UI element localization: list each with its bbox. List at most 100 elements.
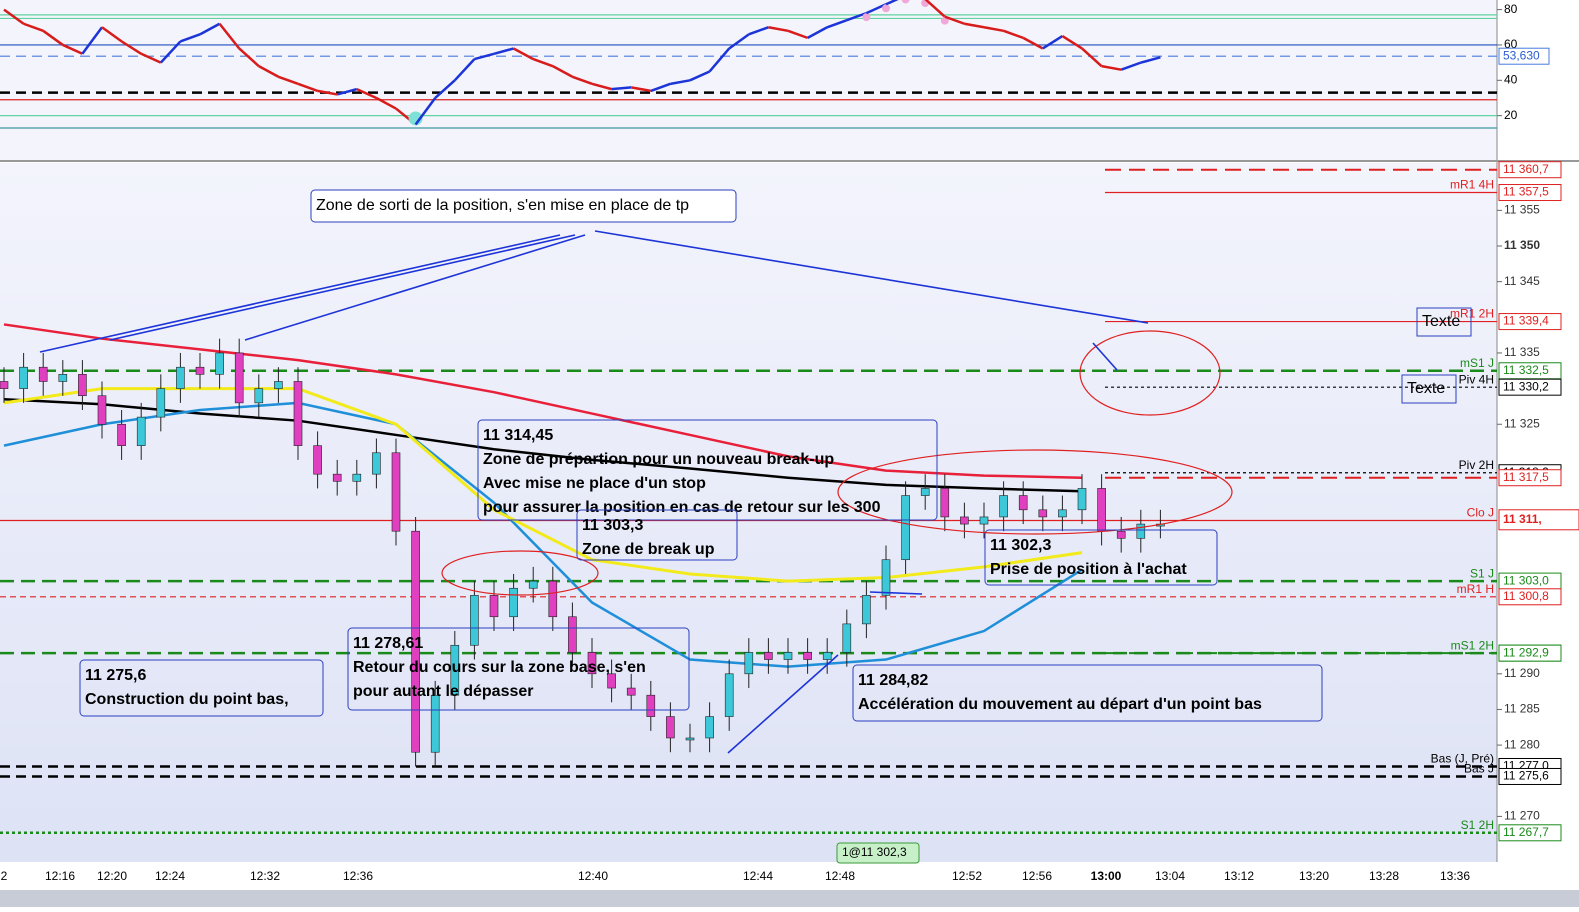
annotation-text: pour assurer la position en cas de retou…	[483, 499, 881, 516]
annotation-arrow	[594, 230, 1149, 324]
annotation-text: 11 303,3	[582, 517, 644, 534]
candle-body	[920, 488, 930, 496]
oscillator-segment	[1120, 61, 1142, 71]
level-name: Bas J	[1464, 762, 1494, 776]
price-tick-label: 11 290	[1504, 666, 1540, 680]
level-box	[1498, 184, 1562, 202]
level-label: 11 303,0	[1503, 573, 1549, 587]
annotation-arrow	[727, 654, 839, 754]
candle-body	[274, 381, 283, 389]
price-tick-label: 11 355	[1504, 203, 1540, 217]
candle-body	[764, 652, 773, 660]
level-box	[1498, 824, 1562, 842]
candle-body	[352, 473, 362, 482]
oscillator-segment	[650, 82, 671, 93]
annotation-box	[852, 664, 1323, 722]
price-tick-label: 11 280	[1504, 737, 1540, 751]
annotation-text: Zone de break up	[582, 541, 715, 558]
annotation-arrow	[244, 234, 586, 341]
annotation-text: 11 275,6	[85, 667, 147, 684]
oscillator-segment	[826, 19, 848, 29]
candle-body	[1116, 530, 1126, 539]
annotation-arrow	[1092, 342, 1118, 371]
annotation-text: Prise de position à l'achat	[990, 561, 1187, 578]
oscillator-segment	[768, 26, 789, 33]
annotation-box	[477, 419, 938, 521]
annotation-box	[310, 189, 737, 223]
osc-tick-label: 60	[1504, 37, 1518, 51]
candle-body	[156, 388, 166, 418]
time-label: 12:32	[250, 869, 280, 883]
candle-body	[78, 374, 87, 397]
time-label: 13:20	[1299, 869, 1329, 883]
time-label: 13:36	[1440, 869, 1470, 883]
oscillator-segment	[3, 8, 25, 25]
level-box	[1498, 313, 1562, 331]
time-label: 12:48	[825, 869, 855, 883]
time-label: 12:36	[343, 869, 373, 883]
order-label: 1@11 302,3	[842, 845, 907, 859]
text-box-label: Texte	[1407, 380, 1445, 397]
annotation-text: 11 278,61	[353, 635, 423, 652]
candle-body	[724, 673, 734, 717]
candle-body	[901, 495, 910, 561]
level-name: Piv 4H	[1459, 372, 1494, 386]
oscillator-segment	[630, 86, 652, 93]
level-box	[1498, 469, 1562, 487]
candle-body	[234, 352, 244, 404]
oscillator-segment	[885, 0, 899, 6]
oscillator-segment	[238, 47, 260, 68]
time-label: 12:16	[45, 869, 75, 883]
candle-body	[1077, 488, 1087, 511]
oscillator-segment	[1022, 36, 1044, 50]
oscillator-segment	[140, 52, 162, 64]
candle-body	[254, 388, 264, 404]
text-box-label: Texte	[1422, 313, 1460, 330]
annotation-text: 11 284,82	[858, 672, 928, 689]
oscillator-segment	[23, 22, 44, 32]
oscillator-segment	[787, 29, 809, 40]
oscillator-segment	[414, 97, 437, 126]
osc-tick-label: 40	[1504, 72, 1518, 86]
candle-body	[881, 559, 891, 596]
candle-body	[1136, 523, 1146, 539]
level-name: Clo J	[1467, 506, 1494, 520]
highlight-ellipse	[1079, 330, 1221, 416]
time-label: 12:20	[97, 869, 127, 883]
candle-body	[626, 687, 636, 696]
candle-body	[744, 652, 754, 675]
level-name: Bas (J, Pré)	[1431, 752, 1494, 766]
oscillator-segment	[453, 58, 476, 82]
annotation-box	[984, 529, 1218, 586]
candle-body	[783, 652, 793, 660]
time-label: 12:56	[1022, 869, 1052, 883]
candle-body	[176, 366, 185, 389]
oscillator-segment	[336, 87, 358, 96]
candle-body	[117, 423, 126, 446]
oscillator-segment	[1081, 47, 1103, 68]
oscillator-segment	[159, 40, 182, 64]
price-tick-label: 11 345	[1504, 274, 1540, 288]
time-label: 12:52	[952, 869, 982, 883]
candle-body	[509, 587, 518, 618]
current-price-label: 11 311,	[1503, 512, 1542, 526]
candle-body	[568, 616, 577, 653]
oscillator-segment	[81, 26, 104, 55]
moving-average	[3, 401, 1083, 668]
oscillator-segment	[297, 82, 319, 93]
oversold-mark	[408, 111, 423, 126]
candle-body	[1058, 509, 1067, 518]
candle-body	[195, 366, 205, 375]
price-tick-label: 11 285	[1504, 702, 1540, 716]
oscillator-segment	[689, 70, 711, 82]
price-tick-label: 11 350	[1504, 238, 1540, 252]
oscillator-segment	[1042, 35, 1064, 50]
oscillator-segment	[120, 40, 142, 55]
time-label: 13:04	[1155, 869, 1185, 883]
annotation-box	[576, 509, 738, 561]
time-label: 2	[1, 869, 8, 883]
level-label: 11 292,9	[1503, 645, 1549, 659]
moving-average	[3, 323, 1083, 479]
oscillator-segment	[317, 89, 338, 96]
osc-tick-label: 20	[1504, 108, 1518, 122]
